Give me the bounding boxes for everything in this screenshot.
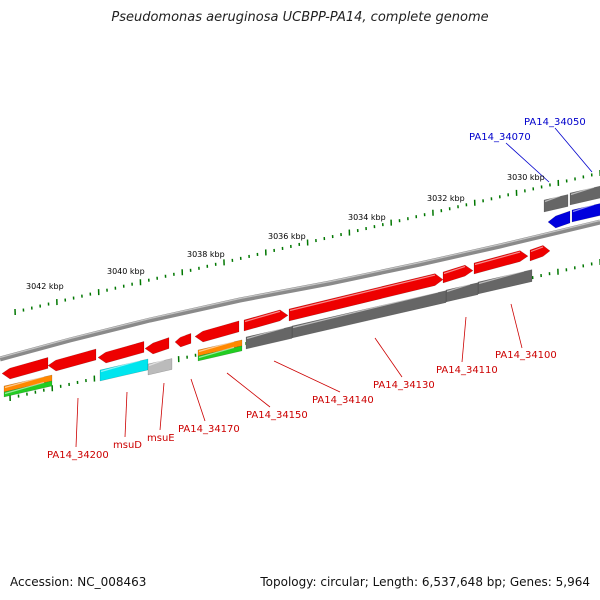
gene-gray-34110-highlight [478, 270, 525, 285]
tick-label-3042: 3042 kbp [26, 282, 64, 291]
gene-gray-34130-highlight [292, 291, 439, 329]
gene-label-pa14-34170[interactable]: PA14_34170 [178, 424, 240, 435]
gene-34150-green-highlight [198, 346, 235, 359]
gene-label-pa14-34150[interactable]: PA14_34150 [246, 410, 308, 421]
gene-label-pa14-34110[interactable]: PA14_34110 [436, 365, 498, 376]
accession-text: Accession: NC_008463 [10, 575, 147, 589]
gene-label-pa14-34050[interactable]: PA14_34050 [524, 117, 586, 128]
genome-backbone-highlight [0, 219, 600, 359]
gene-pa14-34130-a-highlight [443, 266, 466, 275]
leader-msud [124, 391, 128, 438]
tick-label-3032: 3032 kbp [427, 194, 465, 203]
gene-msue-gray-highlight [148, 359, 165, 367]
gene-track [1, 185, 600, 398]
upper-tick-track [14, 170, 600, 316]
leader-pa14-34140 [273, 360, 341, 393]
leader-pa14-34050 [554, 127, 593, 173]
gene-pa14-34200-b [1, 357, 49, 380]
gene-label-pa14-34140[interactable]: PA14_34140 [312, 395, 374, 406]
gene-label-pa14-34100[interactable]: PA14_34100 [495, 350, 557, 361]
gene-pa14-34200-b-highlight [2, 358, 41, 371]
leader-msue [159, 382, 165, 431]
tick-label-3034: 3034 kbp [348, 213, 386, 222]
gene-pa14-34100-highlight [530, 246, 544, 253]
leader-pa14-34070 [505, 142, 550, 183]
map-title: Pseudomonas aeruginosa UCBPP-PA14, compl… [111, 10, 489, 25]
tick-label-3036: 3036 kbp [268, 232, 306, 241]
gene-34150-orange-highlight [198, 340, 235, 353]
gene-pa14-34110 [473, 250, 529, 275]
gene-gray-34140 [245, 326, 293, 350]
tick-label-3040: 3040 kbp [107, 267, 145, 276]
gene-pa14-34150-highlight [195, 321, 232, 334]
gene-pa14-34150 [194, 320, 240, 343]
gene-pa14-34100 [529, 245, 551, 262]
gene-pa14-34140-highlight [244, 310, 281, 323]
leader-pa14-34150 [226, 372, 271, 408]
gene-msud-highlight [98, 342, 137, 355]
gene-pa14-34130 [288, 273, 444, 322]
gene-pa14-34140 [243, 309, 289, 332]
leader-pa14-34110 [461, 316, 467, 363]
gene-msue-highlight [145, 338, 162, 346]
gene-pa14-34170 [174, 332, 192, 348]
gene-pa14-34070 [547, 210, 571, 229]
gene-label-msud[interactable]: msuD [113, 440, 142, 451]
gene-pa14-34200-highlight [48, 349, 89, 363]
gene-pa14-34050-gray-highlight [570, 186, 595, 196]
gene-34200-green-highlight [4, 381, 45, 395]
gene-msud [97, 341, 145, 364]
tick-labels: 3030 kbp 3032 kbp 3034 kbp 3036 kbp 3038… [26, 173, 545, 291]
gene-gray-34130a [445, 282, 479, 303]
gene-label-pa14-34070[interactable]: PA14_34070 [469, 132, 531, 143]
topology-text: Topology: circular; Length: 6,537,648 bp… [260, 575, 590, 589]
gene-label-pa14-34130[interactable]: PA14_34130 [373, 380, 435, 391]
leader-pa14-34130 [374, 337, 403, 378]
tick-label-3030: 3030 kbp [507, 173, 545, 182]
gene-pa14-34130-highlight [289, 274, 436, 312]
gene-pa14-34070-highlight [548, 211, 563, 219]
leader-pa14-34100 [510, 303, 523, 349]
leader-pa14-34170 [190, 378, 206, 422]
gene-gray-34130a-highlight [446, 283, 471, 293]
gene-pa14-34070-gray-highlight [544, 195, 561, 203]
leader-pa14-34200 [75, 397, 79, 448]
gene-msue [144, 337, 170, 355]
gene-labels: PA14_34050 PA14_34070 PA14_34100 PA14_34… [47, 117, 586, 461]
gene-pa14-34130-a [442, 264, 474, 284]
gene-pa14-34170-highlight [175, 334, 186, 340]
gene-gray-34140-highlight [246, 327, 285, 340]
gene-pa14-34050 [571, 203, 600, 223]
gene-pa14-34200 [47, 348, 97, 372]
gene-label-msue[interactable]: msuE [147, 433, 175, 444]
gene-label-pa14-34200[interactable]: PA14_34200 [47, 450, 109, 461]
genome-backbone [0, 219, 600, 362]
tick-label-3038: 3038 kbp [187, 250, 225, 259]
gene-pa14-34050-gray [569, 185, 600, 206]
gene-34200-orange-highlight [4, 375, 45, 389]
gene-msud-cyan-highlight [100, 359, 141, 373]
gene-pa14-34110-highlight [474, 251, 521, 266]
gene-pa14-34050-highlight [572, 204, 595, 213]
label-leader-lines [75, 127, 593, 448]
